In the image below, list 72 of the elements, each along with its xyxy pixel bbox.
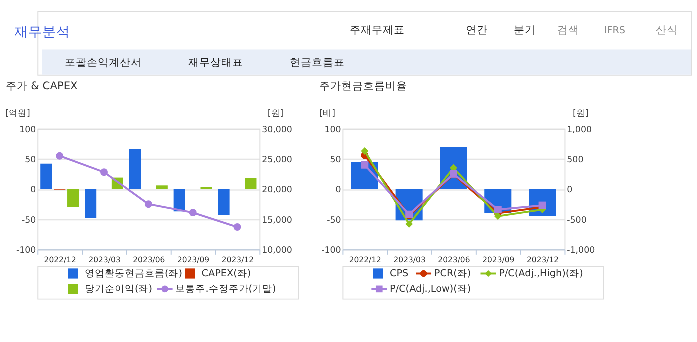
y2-tick-label: -500 [567,216,587,226]
legend-label: PCR(좌) [434,268,472,280]
point [494,206,502,214]
text: 재무상태표 [188,56,244,70]
x-tick-label: 2023/12 [222,256,254,265]
y-tick-label: -50 [327,216,342,226]
y2-axis-title: [원] [268,108,284,119]
x-tick-label: 2023/12 [526,256,560,265]
point [361,148,369,155]
y-axis-title: [배] [320,108,336,119]
x-tick-label: 2023/09 [178,256,210,265]
bar [40,164,52,190]
point [361,161,369,169]
x-tick-label: 2023/03 [88,256,121,265]
text: 검색 [558,23,580,36]
x-tick-label: 2023/06 [133,256,166,265]
text: 연간 [466,23,488,36]
text: 현금흐름표 [290,56,346,70]
text: 주재무제표 [350,23,405,36]
y-tick-label: 100 [324,125,342,136]
y-tick-label: 0 [30,186,36,196]
legend-label: CPS [390,268,409,280]
point [406,220,414,228]
y2-tick-label: 500 [567,155,584,166]
y2-axis-title: [원] [572,108,589,119]
text: 산식 [656,23,678,36]
y2-tick-label: 15,000 [262,216,292,226]
y2-tick-label: -1,000 [567,246,596,256]
y-tick-label: -100 [16,246,36,256]
chart-title: 주가 & CAPEX [6,79,78,92]
y-tick-label: 0 [336,186,342,196]
y-axis-title: [억원] [6,108,30,119]
x-tick-label: 2023/03 [394,256,426,265]
bar [156,186,168,190]
legend-label: 영업활동현금흐름(좌) [84,268,182,280]
text: 포괄손익계산서 [64,56,142,70]
y2-tick-label: 30,000 [262,125,292,136]
legend-label: 당기순이익(좌) [84,284,152,296]
text: 분기 [514,23,536,36]
point [144,200,152,208]
x-tick-label: 2022/12 [44,256,76,265]
x-tick-label: 2022/12 [349,256,382,265]
point [100,168,108,176]
x-tick-label: 2023/09 [482,256,515,265]
bar [245,178,257,190]
bar [85,189,97,218]
point [494,212,502,220]
y-tick-label: -50 [22,216,36,226]
y2-tick-label: 10,000 [262,246,292,256]
legend-label: CAPEX(좌) [202,268,252,280]
y2-tick-label: 1,000 [567,125,592,136]
chart-title: 주가현금흐름비율 [320,79,408,92]
point [234,224,242,232]
bar [174,189,186,212]
y-tick-label: 50 [25,155,36,166]
point [189,209,197,217]
legend-label: P/C(Adj.,High)(좌) [499,268,584,280]
y2-tick-label: 25,000 [262,155,292,166]
y-tick-label: 50 [330,155,342,166]
y2-tick-label: 0 [567,186,573,196]
text: 재무분석 [14,24,70,40]
y-tick-label: -100 [322,246,342,256]
legend-label: P/C(Adj.,Low)(좌) [390,284,472,296]
bar [129,149,142,190]
point [56,152,64,160]
y-tick-label: 100 [20,125,36,136]
y2-tick-label: 20,000 [262,186,292,196]
bar [218,189,230,216]
bar [68,189,80,208]
x-tick-label: 2023/06 [438,256,470,265]
legend-label: 보통주.수정주가(기말) [176,284,276,296]
text: IFRS [604,25,626,36]
